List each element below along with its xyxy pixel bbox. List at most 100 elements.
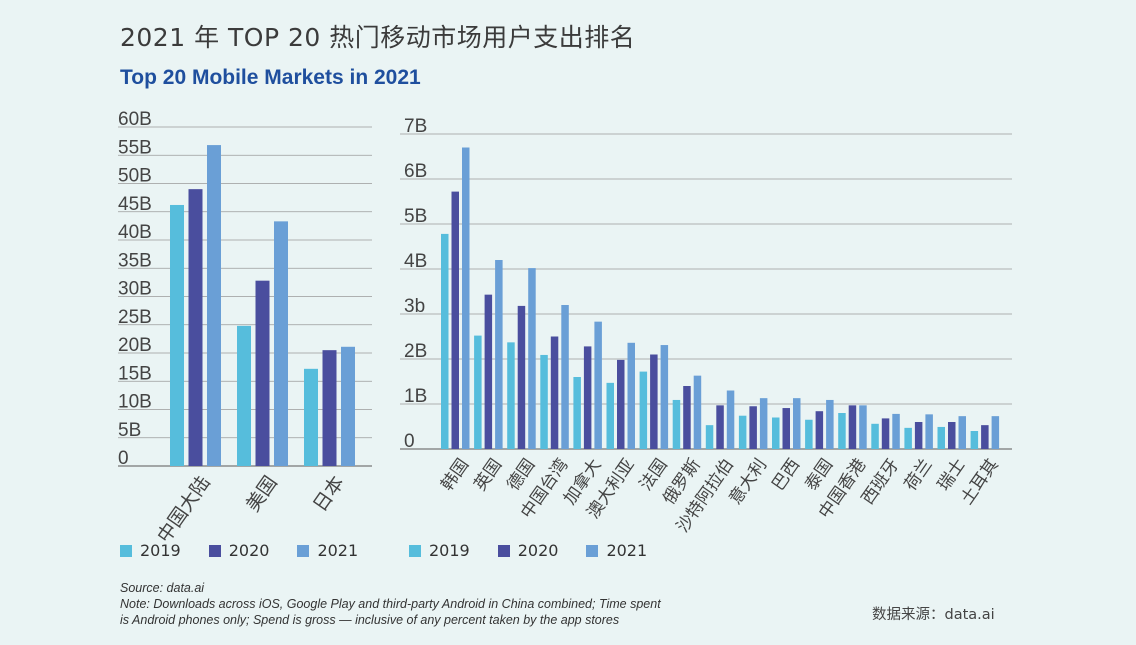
bar-2019	[573, 377, 581, 449]
y-tick-label: 7B	[404, 116, 427, 137]
bar-2021	[693, 375, 702, 449]
bar-2020	[981, 425, 989, 449]
bar-2020	[782, 408, 790, 449]
legend-item-2019: 2019	[409, 541, 470, 560]
bar-2021	[207, 145, 221, 466]
x-category-label: 中国大陆	[153, 472, 215, 547]
footnote-source: Source: data.ai	[120, 581, 205, 595]
legend-left: 2019 2020 2021	[120, 541, 386, 560]
bar-2021	[793, 398, 801, 449]
y-tick-label: 5B	[404, 206, 427, 227]
bar-2020	[948, 422, 956, 449]
bar-2021	[660, 345, 669, 449]
legend-item-2021: 2021	[586, 541, 647, 560]
bar-2021	[627, 342, 635, 449]
y-tick-label: 1B	[404, 386, 427, 407]
x-category-label: 日本	[309, 472, 349, 516]
x-category-label: 英国	[470, 455, 506, 494]
legend-swatch-2019	[409, 544, 421, 557]
bar-2020	[517, 305, 526, 449]
bar-2019	[937, 426, 945, 449]
bar-2021	[341, 346, 355, 466]
bar-2019	[871, 423, 879, 449]
legend-swatch-2020	[208, 544, 221, 557]
bar-2019	[838, 413, 846, 449]
bar-2021	[561, 305, 569, 449]
bar-2019	[772, 417, 780, 449]
bar-2021	[462, 147, 470, 449]
legend-label: 2019	[140, 541, 181, 560]
bar-2020	[881, 418, 890, 449]
footnote-note-line1: Note: Downloads across iOS, Google Play …	[120, 597, 661, 611]
bar-2020	[451, 191, 459, 449]
legend-label: 2021	[606, 541, 648, 560]
bar-2020	[188, 189, 203, 466]
bar-2020	[914, 422, 923, 449]
legend-item-2021: 2021	[297, 541, 358, 560]
legend-label: 2020	[228, 541, 270, 560]
legend-label: 2021	[317, 541, 359, 560]
bar-2020	[617, 359, 625, 449]
bar-2019	[237, 325, 251, 466]
x-category-label: 巴西	[768, 455, 804, 494]
bar-2019	[441, 233, 449, 449]
legend-item-2020: 2020	[497, 541, 559, 560]
legend-swatch-2020	[497, 544, 510, 557]
bar-2019	[304, 368, 318, 466]
x-category-label: 韩国	[437, 455, 473, 494]
bar-2019	[474, 335, 482, 449]
bar-2020	[583, 346, 592, 449]
bar-2019	[738, 415, 747, 449]
y-tick-label: 0	[404, 431, 415, 452]
bar-2019	[639, 371, 648, 449]
bar-2019	[672, 399, 681, 449]
x-category-label: 美国	[242, 472, 282, 516]
y-tick-label: 5B	[118, 420, 141, 441]
footnote: Source: data.ai Note: Downloads across i…	[120, 580, 661, 628]
x-category-label: 荷兰	[901, 455, 937, 494]
y-tick-label: 30B	[118, 279, 152, 300]
bar-2021	[726, 390, 735, 449]
legend-swatch-2021	[586, 544, 599, 557]
bar-2019	[805, 419, 813, 449]
bar-2020	[749, 406, 757, 449]
bar-2019	[540, 354, 548, 449]
bar-2020	[815, 411, 824, 449]
y-tick-label: 6B	[404, 161, 427, 182]
legend-swatch-2019	[120, 544, 132, 557]
bar-2020	[550, 336, 559, 449]
bar-2020	[322, 350, 337, 466]
bar-2020	[484, 294, 493, 449]
bar-2021	[925, 414, 933, 449]
y-tick-label: 20B	[118, 335, 152, 356]
bar-2021	[759, 398, 768, 449]
bar-2020	[683, 386, 691, 449]
y-tick-label: 15B	[118, 363, 152, 384]
bar-2019	[970, 431, 979, 449]
bar-2019	[606, 382, 614, 449]
bar-2019	[170, 204, 184, 466]
bar-2021	[528, 268, 536, 449]
bar-2021	[859, 405, 867, 449]
y-tick-label: 25B	[118, 307, 152, 328]
source-cn: 数据来源：data.ai	[872, 607, 995, 623]
y-tick-label: 2B	[404, 341, 427, 362]
legend-item-2020: 2020	[208, 541, 270, 560]
y-tick-label: 0	[118, 448, 129, 469]
bar-2019	[705, 425, 714, 449]
y-tick-label: 50B	[118, 166, 152, 187]
bar-2021	[274, 221, 288, 466]
chart-title-en: Top 20 Mobile Markets in 2021	[120, 66, 421, 89]
bar-2021	[991, 416, 1000, 449]
y-tick-label: 60B	[118, 109, 152, 130]
bar-2020	[650, 354, 658, 449]
bar-2020	[716, 405, 724, 449]
bar-2021	[594, 321, 602, 449]
legend-label: 2019	[429, 541, 470, 560]
bar-2021	[958, 416, 966, 449]
footnote-note-line2: is Android phones only; Spend is gross —…	[120, 613, 620, 627]
bar-2021	[892, 413, 900, 449]
y-tick-label: 45B	[118, 194, 152, 215]
legend-label: 2020	[517, 541, 559, 560]
